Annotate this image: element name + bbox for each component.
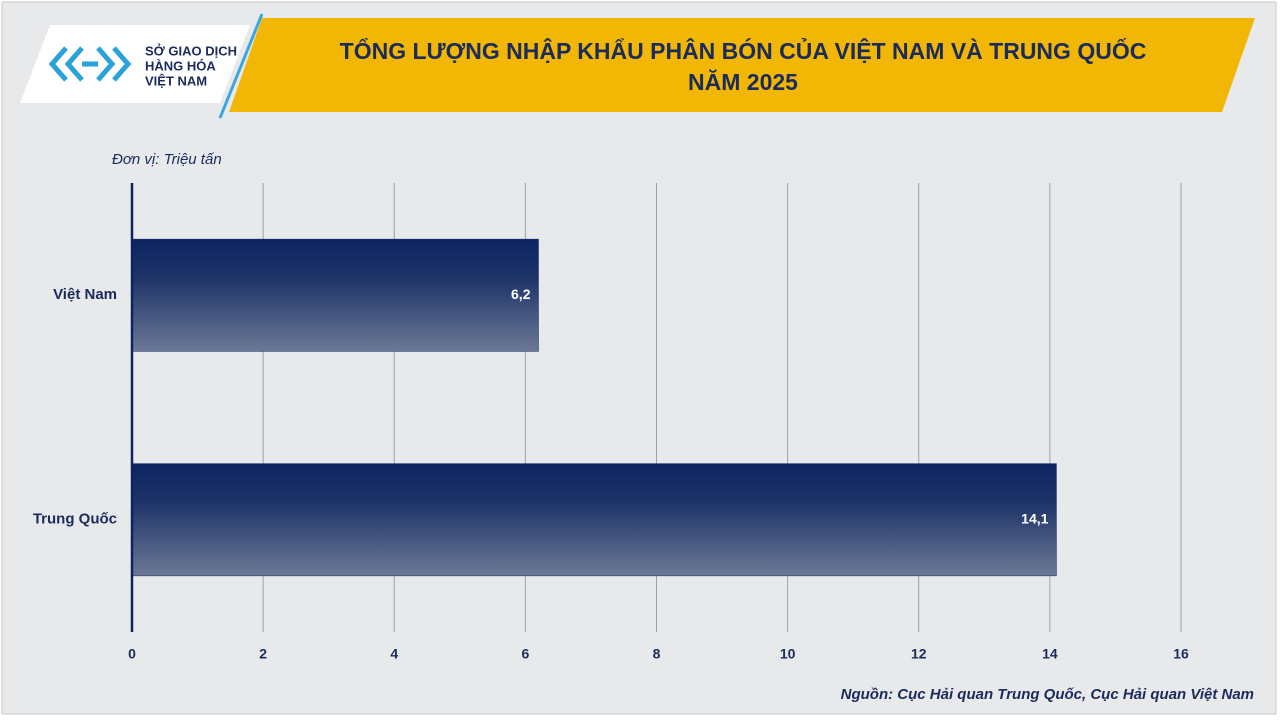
chart-title: TỔNG LƯỢNG NHẬP KHẨU PHÂN BÓN CỦA VIỆT N… — [340, 36, 1147, 64]
value-label: 14,1 — [1021, 510, 1048, 526]
x-tick-label: 6 — [521, 646, 529, 662]
chart-title: NĂM 2025 — [688, 68, 798, 95]
x-tick-label: 12 — [911, 646, 927, 662]
x-tick-label: 8 — [653, 646, 661, 662]
header-band — [229, 18, 1255, 112]
x-tick-label: 0 — [128, 646, 136, 662]
value-label: 6,2 — [511, 286, 531, 302]
logo-icon — [48, 46, 132, 82]
source-note: Nguồn: Cục Hải quan Trung Quốc, Cục Hải … — [841, 686, 1254, 703]
x-tick-label: 2 — [259, 646, 267, 662]
logo-text: SỞ GIAO DỊCH — [145, 43, 237, 58]
logo-text: VIỆT NAM — [145, 73, 207, 88]
x-tick-label: 16 — [1173, 646, 1189, 662]
y-tick-label: Trung Quốc — [33, 511, 117, 528]
logo-panel — [20, 25, 250, 103]
x-tick-label: 4 — [390, 646, 398, 662]
unit-label: Đơn vị: Triệu tấn — [112, 151, 222, 168]
bar — [131, 238, 539, 352]
logo-accent — [218, 13, 264, 119]
x-tick-label: 10 — [780, 646, 796, 662]
logo-text: HÀNG HÓA — [145, 58, 216, 73]
x-tick-label: 14 — [1042, 646, 1058, 662]
bar — [131, 463, 1057, 577]
y-tick-label: Việt Nam — [53, 286, 117, 303]
